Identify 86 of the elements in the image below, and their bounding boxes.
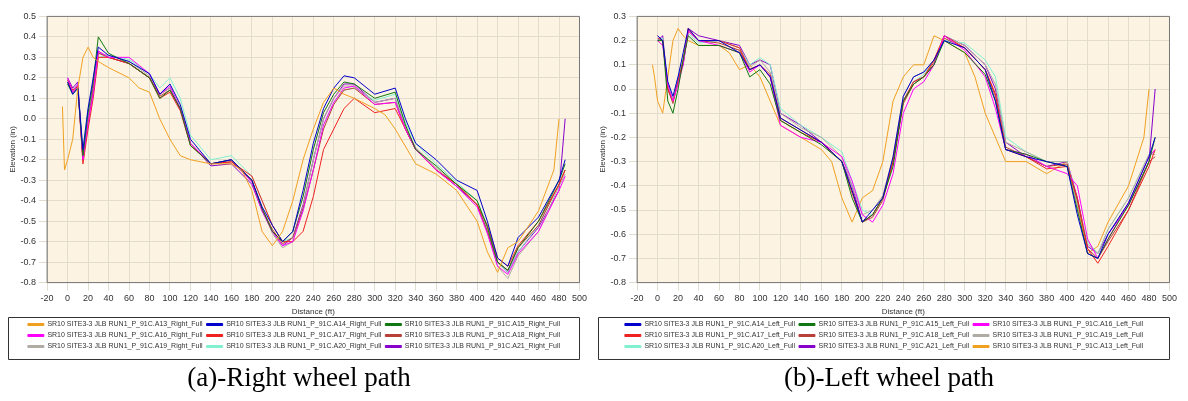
x-tick-label: 60 xyxy=(714,293,725,304)
y-tick-label: 0.5 xyxy=(23,10,37,21)
x-tick-label: 360 xyxy=(1018,293,1034,304)
y-tick-label: -0.4 xyxy=(610,180,627,191)
x-tick-label: 440 xyxy=(510,293,526,304)
x-tick-label: 160 xyxy=(813,293,829,304)
x-tick-label: 380 xyxy=(449,293,465,304)
x-tick-label: 40 xyxy=(103,293,114,304)
x-tick-label: 120 xyxy=(772,293,788,304)
x-tick-label: 260 xyxy=(326,293,342,304)
x-axis-title: Distance (ft) xyxy=(881,307,926,317)
x-tick-label: 20 xyxy=(673,293,684,304)
x-tick-label: 80 xyxy=(734,293,745,304)
x-tick-label: 140 xyxy=(203,293,219,304)
x-tick-label: 320 xyxy=(387,293,403,304)
x-tick-label: 240 xyxy=(895,293,911,304)
x-tick-label: 480 xyxy=(551,293,567,304)
x-tick-label: 500 xyxy=(571,293,588,304)
y-tick-label: -0.5 xyxy=(20,215,37,226)
x-tick-label: 420 xyxy=(490,293,506,304)
x-tick-label: 140 xyxy=(793,293,809,304)
x-tick-label: 200 xyxy=(854,293,870,304)
x-tick-label: 360 xyxy=(428,293,444,304)
y-tick-label: 0.2 xyxy=(23,72,37,83)
x-axis-title: Distance (ft) xyxy=(291,307,336,317)
y-tick-label: -0.6 xyxy=(20,236,37,247)
y-axis-title: Elevation (in) xyxy=(598,125,607,173)
x-tick-label: 480 xyxy=(1141,293,1157,304)
x-tick-label: 180 xyxy=(244,293,260,304)
x-tick-label: 280 xyxy=(936,293,952,304)
y-tick-label: -0.4 xyxy=(20,195,37,206)
x-tick-label: 380 xyxy=(1039,293,1055,304)
y-axis-title: Elevation (in) xyxy=(8,125,17,173)
x-tick-label: 240 xyxy=(305,293,321,304)
y-tick-label: -0.5 xyxy=(610,204,627,215)
x-tick-label: 280 xyxy=(346,293,362,304)
y-tick-label: -0.8 xyxy=(20,277,37,288)
x-tick-label: 180 xyxy=(834,293,850,304)
y-tick-label: -0.2 xyxy=(610,131,627,142)
y-tick-label: 0.2 xyxy=(613,35,627,46)
x-tick-label: 120 xyxy=(182,293,198,304)
x-tick-label: 340 xyxy=(998,293,1014,304)
x-tick-label: 160 xyxy=(223,293,239,304)
x-tick-label: 100 xyxy=(162,293,178,304)
x-tick-label: 460 xyxy=(531,293,547,304)
y-tick-label: 0.1 xyxy=(23,92,37,103)
y-tick-label: 0.3 xyxy=(23,51,37,62)
x-tick-label: 40 xyxy=(693,293,704,304)
x-tick-label: 80 xyxy=(144,293,155,304)
y-tick-label: 0.3 xyxy=(613,10,627,21)
x-tick-label: 20 xyxy=(83,293,94,304)
text: (b)-Left wheel path xyxy=(783,361,995,394)
y-tick-label: -0.3 xyxy=(20,174,37,185)
x-tick-label: 300 xyxy=(367,293,383,304)
x-tick-label: -20 xyxy=(630,293,644,304)
x-tick-label: 500 xyxy=(1161,293,1178,304)
x-tick-label: 220 xyxy=(875,293,891,304)
x-tick-label: 200 xyxy=(264,293,280,304)
y-tick-label: -0.7 xyxy=(610,252,627,263)
x-tick-label: 440 xyxy=(1100,293,1116,304)
x-tick-label: 420 xyxy=(1080,293,1096,304)
y-tick-label: -0.2 xyxy=(20,154,37,165)
x-tick-label: -20 xyxy=(40,293,54,304)
x-tick-label: 0 xyxy=(65,293,71,304)
y-tick-label: 0.1 xyxy=(613,59,627,70)
y-tick-label: -0.3 xyxy=(610,156,627,167)
y-tick-label: -0.6 xyxy=(610,228,627,239)
y-tick-label: 0.4 xyxy=(23,31,37,42)
x-tick-label: 340 xyxy=(408,293,424,304)
x-tick-label: 320 xyxy=(977,293,993,304)
x-tick-label: 300 xyxy=(957,293,973,304)
x-tick-label: 0 xyxy=(655,293,661,304)
y-tick-label: -0.7 xyxy=(20,256,37,267)
y-tick-label: -0.1 xyxy=(610,107,627,118)
y-tick-label: 0.0 xyxy=(613,83,627,94)
text: (a)-Right wheel path xyxy=(186,361,412,394)
x-tick-label: 60 xyxy=(124,293,135,304)
x-tick-label: 400 xyxy=(1059,293,1075,304)
y-tick-label: 0.0 xyxy=(23,113,37,124)
x-tick-label: 220 xyxy=(285,293,301,304)
x-tick-label: 400 xyxy=(469,293,485,304)
x-tick-label: 260 xyxy=(916,293,932,304)
x-tick-label: 100 xyxy=(752,293,768,304)
y-tick-label: -0.1 xyxy=(20,133,37,144)
y-tick-label: -0.8 xyxy=(610,277,627,288)
x-tick-label: 460 xyxy=(1121,293,1137,304)
